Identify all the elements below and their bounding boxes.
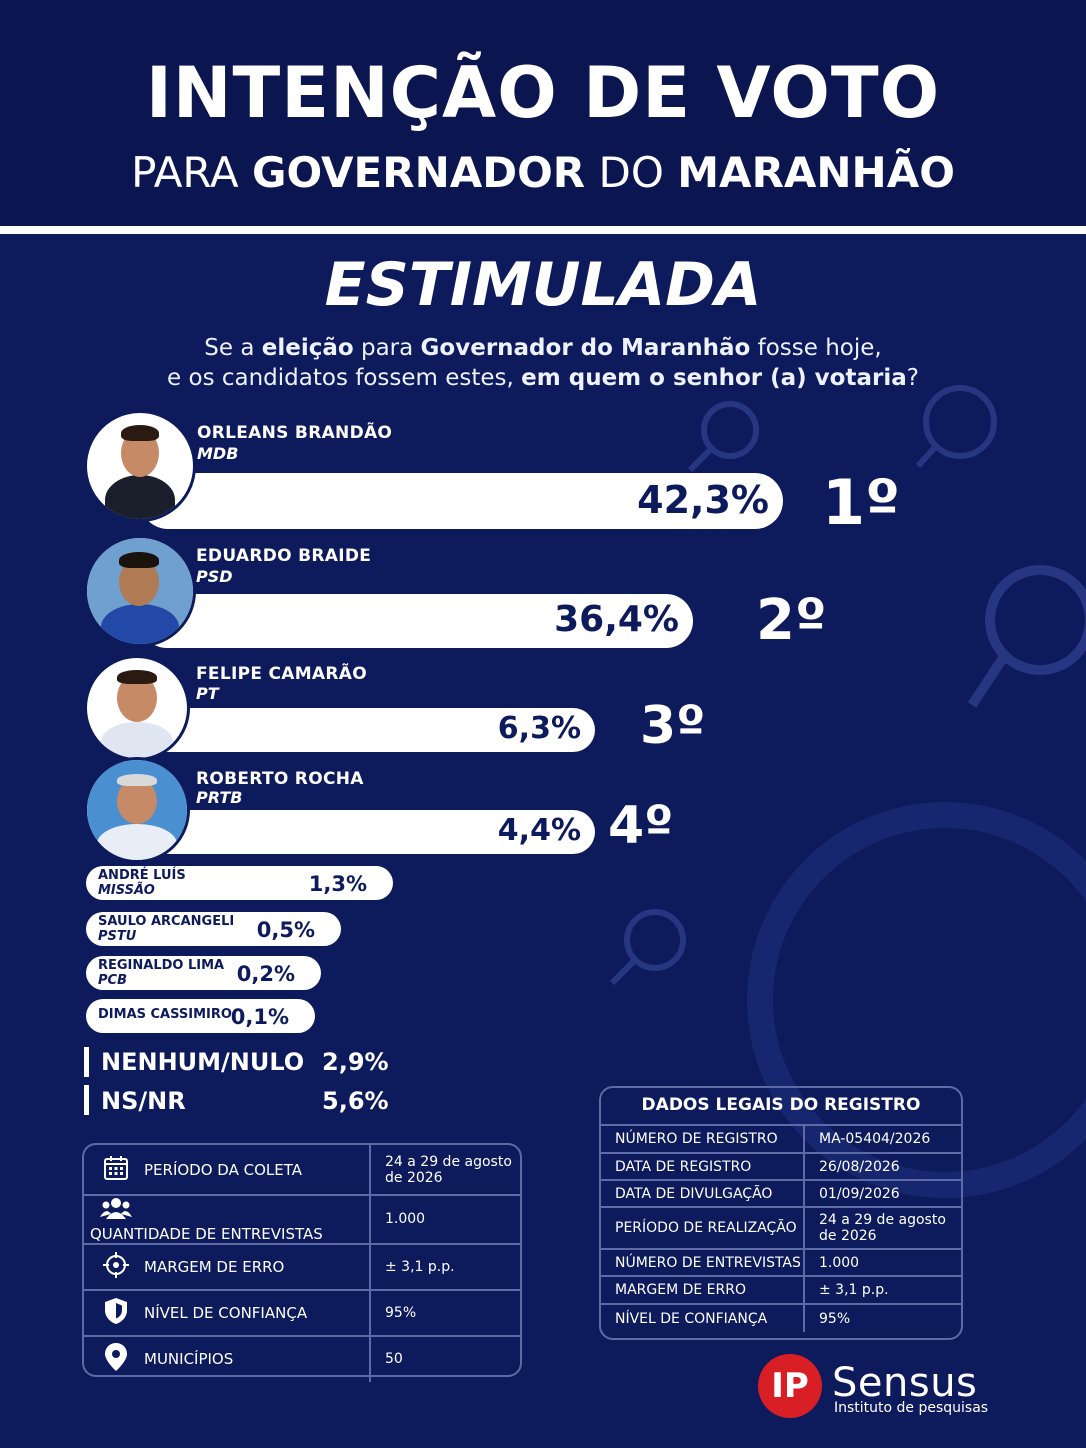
candidate-name: EDUARDO BRAIDE [196,546,372,566]
candidate-party: PSD [196,567,233,586]
candidate-name: FELIPE CAMARÃO [196,664,367,684]
bar-value-label: 4,4% [497,813,581,848]
candidate-name: ORLEANS BRANDÃO [197,423,393,443]
table-row: NÚMERO DE ENTREVISTAS 1.000 [601,1248,961,1276]
table-row: QUANTIDADE DE ENTREVISTAS 1.000 [84,1195,520,1245]
rank-label: 3º [640,696,706,756]
bar-value-label: 6,3% [497,711,581,746]
candidate-photo [84,757,190,863]
location-pin-icon [94,1342,138,1376]
candidate-party: PSTU [98,929,137,944]
calendar-icon [94,1154,138,1186]
table-row: MARGEM DE ERRO ± 3,1 p.p. [601,1275,961,1304]
candidate-name: ROBERTO ROCHA [196,769,364,789]
candidate-party: PRTB [196,788,243,807]
logo-ip: IP [771,1366,809,1406]
table-row: DATA DE DIVULGAÇÃO 01/09/2026 [601,1179,961,1207]
logo-circle [758,1354,822,1418]
bar: REGINALDO LIMA PCB 0,2% [86,956,321,990]
other-value: 2,9% [322,1048,389,1076]
candidate-name: ANDRÉ LUÍS [98,868,186,883]
candidate-party: PCB [98,973,127,988]
rank-label: 2º [756,588,827,653]
table-row: NÚMERO DE REGISTRO MA-05404/2026 [601,1124,961,1153]
bar: 42,3% [140,473,783,529]
bar-value-label: 0,2% [236,962,295,986]
survey-type: ESTIMULADA [324,250,762,320]
question-text: Se a eleição para Governador do Maranhão… [167,335,919,391]
candidate-party: MDB [197,444,239,463]
candidate-party: PT [196,684,219,703]
bar: 4,4% [140,810,595,854]
bar: ANDRÉ LUÍS MISSÃO 1,3% [86,866,393,900]
candidate-photo [84,655,190,761]
bar-value-label: 42,3% [637,478,769,522]
table-row: MARGEM DE ERRO ± 3,1 p.p. [84,1243,520,1291]
methodology-table: PERÍODO DA COLETA 24 a 29 de agosto de 2… [84,1145,520,1382]
people-icon [94,1196,138,1224]
candidate-name: DIMAS CASSIMIRO [98,1007,232,1022]
header-divider [0,226,1086,234]
shield-icon [94,1297,138,1329]
table-row: DATA DE REGISTRO 26/08/2026 [601,1152,961,1180]
bar: SAULO ARCANGELI PSTU 0,5% [86,912,341,946]
bar: 36,4% [140,594,693,648]
rank-label: 1º [822,466,901,539]
bar-value-label: 1,3% [308,872,367,896]
other-value: 5,6% [322,1087,389,1115]
candidate-photo [84,410,196,522]
bar-value-label: 36,4% [554,599,679,640]
logo-name: Sensus [832,1360,978,1406]
divider [84,1085,89,1115]
legal-table: NÚMERO DE REGISTRO MA-05404/2026 DATA DE … [601,1124,961,1332]
rank-label: 4º [608,796,674,856]
table-row: PERÍODO DE REALIZAÇÃO 24 a 29 de agosto d… [601,1206,961,1249]
table-row: MUNICÍPIOS 50 [84,1335,520,1382]
other-label: NENHUM/NULO [101,1048,305,1076]
crosshair-icon [94,1251,138,1283]
bar: DIMAS CASSIMIRO 0,1% [86,999,315,1033]
candidate-photo [84,535,196,647]
divider [84,1047,89,1077]
bar-value-label: 0,5% [256,918,315,942]
candidate-name: REGINALDO LIMA [98,958,225,973]
candidate-name: SAULO ARCANGELI [98,914,235,929]
candidate-party: MISSÃO [98,883,155,898]
magnifier-icon [609,385,1086,986]
other-label: NS/NR [101,1087,186,1115]
bar: 6,3% [140,708,595,752]
page-title: INTENÇÃO DE VOTO [145,52,941,134]
logo-tagline: Instituto de pesquisas [834,1400,989,1416]
legal-box [599,1086,963,1340]
table-row: PERÍODO DA COLETA 24 a 29 de agosto de 2… [84,1145,520,1196]
table-row: NÍVEL DE CONFIANÇA 95% [84,1289,520,1337]
table-row: NÍVEL DE CONFIANÇA 95% [601,1303,961,1332]
bar-value-label: 0,1% [230,1005,289,1029]
header [0,0,1086,226]
legal-title: DADOS LEGAIS DO REGISTRO [641,1095,921,1115]
page-subtitle: PARA GOVERNADOR DO MARANHÃO [131,148,955,197]
